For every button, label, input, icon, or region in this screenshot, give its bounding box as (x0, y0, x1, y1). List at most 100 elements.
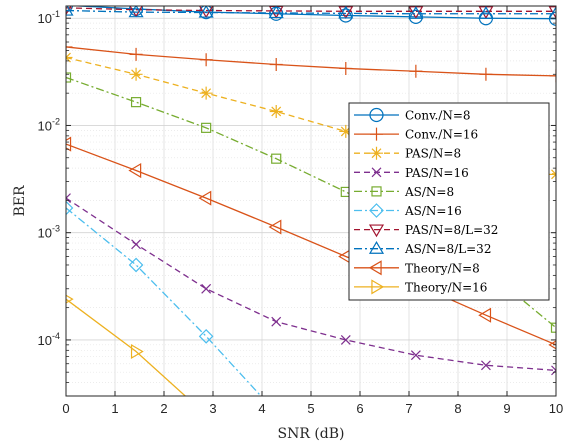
legend-marker (370, 146, 383, 160)
series-line (66, 7, 556, 12)
legend-label: Conv./N=8 (405, 109, 471, 123)
data-point (268, 219, 282, 235)
legend-label: AS/N=16 (404, 204, 462, 218)
data-point (268, 6, 284, 19)
data-point (481, 360, 491, 371)
data-point (128, 162, 142, 179)
legend-marker (370, 127, 383, 141)
legend-marker (368, 260, 382, 276)
series-line (66, 197, 556, 372)
legend-label: PAS/N=8 (405, 147, 461, 161)
y-tick-label: 10-2 (38, 116, 60, 133)
data-point (548, 6, 556, 19)
x-tick-label: 3 (209, 401, 216, 416)
x-tick-label: 4 (258, 401, 265, 416)
data-point (339, 61, 353, 75)
data-point (131, 239, 141, 250)
legend-label: Conv./N=16 (405, 128, 478, 142)
data-point (338, 8, 353, 23)
data-point (271, 316, 282, 327)
series-line (66, 143, 556, 346)
data-point (128, 6, 144, 18)
x-tick-label: 1 (111, 401, 118, 416)
y-tick-label: 10-1 (38, 9, 60, 26)
legend-marker (368, 241, 385, 254)
data-point (66, 72, 72, 83)
y-tick-label: 10-3 (38, 224, 60, 241)
data-point (198, 328, 214, 344)
data-point (478, 6, 494, 19)
legend-marker (369, 107, 384, 123)
legend-marker (371, 279, 385, 295)
data-point (270, 406, 283, 419)
x-tick-label: 6 (356, 401, 363, 416)
series-conv-n-16 (66, 40, 556, 83)
data-point (409, 64, 423, 78)
data-point (129, 6, 143, 18)
legend-label: Theory/N=8 (405, 261, 480, 275)
legend-label: AS/N=8/L=32 (404, 242, 491, 256)
legend-marker (371, 186, 382, 197)
data-point (478, 307, 492, 323)
series-as-n-8-l-32 (66, 6, 556, 19)
data-point (66, 40, 73, 54)
y-axis-label: BER (12, 185, 28, 217)
series-theory-n-16 (66, 294, 187, 396)
legend-item: Conv./N=16 (354, 127, 478, 142)
data-point (548, 340, 556, 350)
legend-label: AS/N=8 (404, 185, 454, 199)
data-point (129, 67, 143, 81)
data-point (130, 97, 142, 108)
x-tick-label: 10 (549, 401, 563, 416)
legend: Conv./N=8 Conv./N=16 PAS/N=8 PAS/N=16 AS/N=8… (348, 102, 550, 301)
data-point (479, 67, 493, 81)
legend-label: Theory/N=16 (405, 280, 487, 294)
data-point (198, 6, 214, 18)
data-point (340, 335, 351, 345)
legend-item: Conv./N=8 (354, 107, 471, 123)
series-line (66, 46, 556, 77)
data-point (199, 53, 213, 67)
data-point (268, 6, 284, 19)
data-point (129, 47, 143, 61)
legend-item: AS/N=8 (354, 185, 454, 199)
legend-item: PAS/N=8 (354, 147, 461, 161)
x-tick-label: 9 (503, 401, 510, 416)
data-point (269, 104, 283, 118)
x-tick-label: 2 (160, 401, 167, 416)
data-point (549, 69, 556, 83)
data-point (66, 294, 74, 304)
axis-ticks: 0 1 2 3 4 5 6 7 8 9 10 10-4 10-3 10-2 10-1 (38, 6, 563, 416)
x-tick-label: 8 (454, 401, 461, 416)
x-tick-label: 0 (62, 401, 69, 416)
legend-label: PAS/N=16 (405, 166, 469, 180)
legend-item: AS/N=16 (354, 203, 462, 218)
data-point (66, 6, 74, 16)
data-point (269, 58, 283, 72)
data-point (550, 322, 556, 333)
legend-marker (371, 167, 382, 178)
series-pas-n-16 (66, 193, 556, 376)
series-as-n-16 (66, 200, 283, 419)
legend-item: Theory/N=16 (354, 279, 487, 295)
series-line (66, 298, 187, 396)
data-point (66, 193, 71, 204)
data-point (201, 122, 212, 133)
x-tick-label: 7 (405, 401, 412, 416)
data-point (201, 283, 212, 294)
legend-item: PAS/N=16 (354, 166, 469, 180)
data-point (338, 6, 354, 19)
data-point (408, 9, 423, 24)
data-point (408, 6, 424, 19)
data-point (66, 136, 72, 152)
data-point (198, 190, 212, 206)
x-axis-label: SNR (dB) (277, 426, 344, 442)
data-point (551, 365, 556, 376)
data-point (271, 153, 282, 164)
data-point (199, 86, 213, 100)
data-point (66, 200, 74, 216)
legend-item: PAS/N=8/L=32 (354, 223, 498, 238)
legend-item: Theory/N=8 (354, 260, 480, 276)
data-point (410, 350, 421, 361)
